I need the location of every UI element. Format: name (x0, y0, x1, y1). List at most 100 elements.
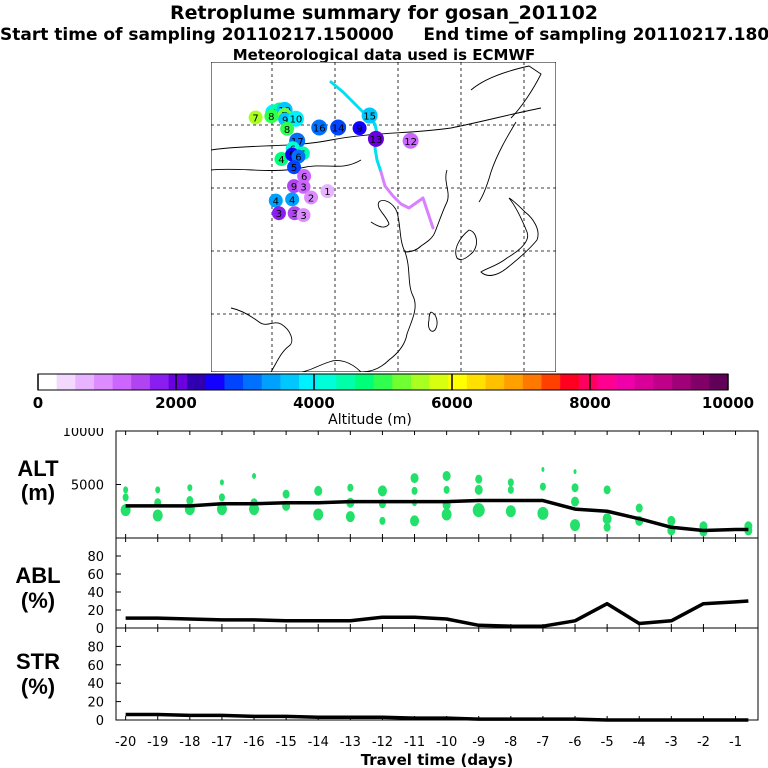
trajectory-marker-label: 16 (313, 124, 326, 135)
colorbar-tick-label: 10000 (702, 394, 754, 412)
trajectory-marker-label: 10 (290, 115, 303, 126)
end-time-label: End time of sampling 20110217.180000 (423, 25, 768, 45)
colorbar-swatch (634, 374, 654, 390)
time-series-panels: ALT (m) ABL (%) STR (%) 10000 5000 80 60 40 2… (15, 428, 759, 768)
x-tick-label: -14 (308, 735, 329, 750)
trajectory-marker (304, 190, 319, 205)
altitude-dot (216, 503, 227, 516)
altitude-dot (443, 485, 450, 494)
x-tick-label: -9 (472, 735, 485, 750)
colorbar-tick-label: 8000 (569, 394, 611, 412)
trajectory-marker-label: 3 (276, 209, 282, 220)
trajectory-marker-label: 8 (284, 125, 290, 136)
colorbar-swatch (131, 374, 151, 390)
coastlines (211, 65, 542, 372)
trajectory-marker (287, 160, 302, 175)
y-tick-label: 5000 (71, 479, 104, 494)
trajectory-marker-label: 3 (300, 183, 306, 194)
altitude-dot (507, 485, 514, 494)
trajectory-marker-label: 9 (356, 124, 362, 135)
colorbar-swatch (578, 374, 598, 390)
trajectory-marker (297, 169, 312, 184)
colorbar-swatch (187, 374, 207, 390)
altitude-dot (314, 485, 323, 496)
altitude-dot (571, 496, 580, 507)
alt-panel-unit: (m) (21, 480, 55, 505)
trajectory-marker (268, 193, 283, 208)
sampling-times: Start time of sampling 20110217.150000 E… (0, 25, 768, 45)
trajectory-marker-label: 4 (273, 197, 279, 208)
trajectory-marker (248, 110, 263, 125)
met-data-label: Meteorological data used is ECMWF (232, 46, 536, 64)
str-panel-unit: (%) (21, 674, 55, 699)
colorbar-swatch (56, 374, 76, 390)
trajectory-marker-label: 9 (282, 115, 288, 126)
altitude-dot (537, 506, 549, 520)
altitude-dot (345, 511, 355, 523)
altitude-dot (347, 483, 354, 492)
colorbar-swatch (224, 374, 244, 390)
altitude-dot (571, 483, 579, 493)
altitude-dot (411, 486, 418, 495)
colorbar-swatch (38, 374, 57, 390)
altitude-dot (186, 496, 194, 506)
colorbar-swatch (93, 374, 113, 390)
abl-series-line (125, 599, 749, 628)
colorbar-tick-label: 4000 (293, 394, 335, 412)
colorbar-swatch (355, 374, 374, 390)
x-tick-label: -3 (665, 735, 678, 750)
altitude-dot (667, 515, 676, 526)
trajectory-marker (287, 110, 304, 127)
altitude-dot (155, 486, 161, 494)
map-gridlines (211, 62, 556, 372)
colorbar-swatch (541, 374, 561, 390)
trajectory-marker-label: 2 (308, 193, 314, 204)
colorbar-swatch (280, 374, 300, 390)
x-tick-label: -10 (436, 735, 457, 750)
alt-plot-frame (115, 430, 759, 539)
trajectory-markers: 1617181978791015161491312817654565693144… (248, 101, 419, 223)
colorbar-swatch (410, 374, 430, 390)
trajectory-marker-label: 15 (363, 112, 376, 123)
trajectory-centroid (329, 80, 435, 230)
alt-panel: 10000 5000 (63, 428, 759, 539)
trajectory-marker-label: 1 (324, 187, 330, 198)
altitude-dot (603, 485, 611, 495)
altitude-dot (282, 489, 290, 499)
trajectory-marker-label: 17 (291, 137, 304, 148)
trajectory-marker-label: 6 (295, 153, 301, 164)
x-tick-label: -8 (504, 735, 517, 750)
trajectory-marker (291, 149, 306, 164)
altitude-dot (410, 515, 420, 527)
y-tick-label: 60 (87, 568, 104, 583)
altitude-dot (187, 484, 193, 492)
y-tick-label: 0 (96, 622, 104, 637)
y-tick-label: 40 (87, 586, 104, 601)
altitude-dot (441, 508, 452, 521)
y-tick-label: 40 (87, 677, 104, 692)
colorbar-swatch (653, 374, 673, 390)
colorbar-label: Altitude (m) (328, 412, 412, 428)
x-tick-label: -4 (633, 735, 646, 750)
altitude-dot (313, 508, 324, 521)
altitude-dot (573, 469, 577, 475)
start-time-label: Start time of sampling 20110217.150000 (0, 25, 394, 45)
trajectory-marker (402, 132, 419, 149)
trajectory-marker (274, 152, 289, 167)
y-tick-label: 80 (87, 640, 104, 655)
altitude-colorbar: 0 2000 4000 6000 8000 10000 Altitude (m) (33, 373, 754, 428)
x-tick-label: -18 (179, 735, 200, 750)
colorbar-swatch (75, 374, 95, 390)
altitude-dot (442, 470, 451, 481)
altitude-dot (475, 474, 483, 484)
colorbar-swatch (336, 374, 356, 390)
map-frame (211, 62, 556, 372)
colorbar-swatch (466, 374, 486, 390)
x-tick-label: -17 (211, 735, 232, 750)
trajectory-marker-label: 13 (370, 135, 383, 146)
altitude-dot (539, 482, 546, 491)
x-tick-label: -7 (536, 735, 549, 750)
x-tick-label: -11 (404, 735, 425, 750)
y-tick-label: 0 (96, 714, 104, 729)
